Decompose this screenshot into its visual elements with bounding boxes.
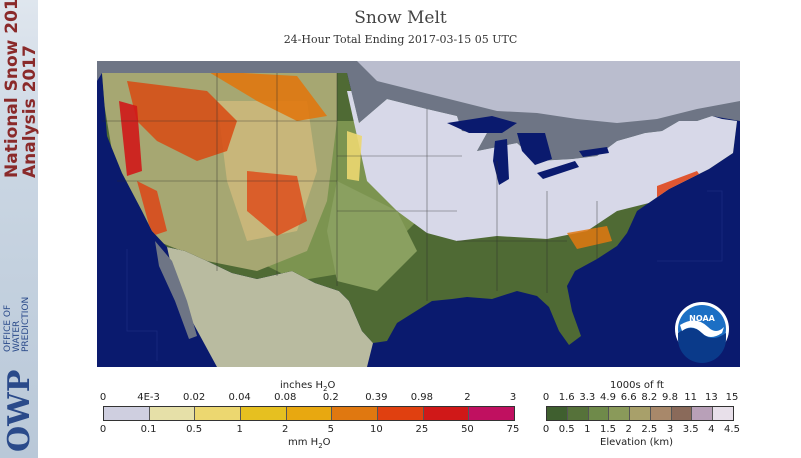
legend_elev-top-tick: 0 xyxy=(542,392,550,403)
precip-legend-bottom-title-sub: 2 xyxy=(318,442,323,450)
precip-legend-top-title: inches H2O xyxy=(280,380,335,393)
baja-peninsula xyxy=(155,241,197,339)
legend_elev-swatch xyxy=(588,407,610,420)
legend_elev-bottom-tick: 2.5 xyxy=(641,424,658,435)
legend_elev-swatch xyxy=(692,407,714,420)
sidebar: National Snow 2016- Analysis 2017 OFFICE… xyxy=(0,0,40,458)
legend_elev-bottom-tick: 4 xyxy=(708,424,715,435)
legend_precip-top-tick: 0.08 xyxy=(274,392,297,403)
legend_precip-top-tick: 0.02 xyxy=(182,392,206,403)
elev-legend-top-title: 1000s of ft xyxy=(610,380,664,391)
legend_elev-swatch xyxy=(567,407,589,420)
legend_precip-bottom-tick: 0.5 xyxy=(186,424,203,435)
legend_precip-top-tick: 2 xyxy=(464,392,471,403)
legend_precip-swatch xyxy=(378,407,424,420)
precip-legend-bottom-title-end: O xyxy=(322,437,331,448)
legend_elev-top-tick: 13 xyxy=(704,392,718,403)
noaa-logo-label: NOAA xyxy=(689,314,715,323)
legend_precip-bottom-tick: 0.1 xyxy=(140,424,157,435)
snow-melt-map: NOAA xyxy=(97,61,740,367)
legend_elev-bottom-tick: 1 xyxy=(584,424,591,435)
legend_precip-top-tick: 4E-3 xyxy=(137,392,160,403)
map-title: Snow Melt xyxy=(354,8,447,28)
legend_precip-top-tick: 0.39 xyxy=(365,392,388,403)
legend_elev-bottom-tick: 0.5 xyxy=(558,424,575,435)
canada-snow xyxy=(357,61,740,123)
legend_elev-top-tick: 3.3 xyxy=(579,392,596,403)
legend_precip-swatch xyxy=(149,407,196,420)
legend_precip-swatch xyxy=(104,407,150,420)
legend_elev-bottom-tick: 3.5 xyxy=(682,424,699,435)
lake-erie xyxy=(537,161,579,179)
legend_elev-top-tick: 1.6 xyxy=(558,392,575,403)
precip-legend-bottom-title-text: mm H xyxy=(288,437,319,448)
legend_elev-top-tick: 11 xyxy=(684,392,698,403)
legend_elev-bottom-tick: 3 xyxy=(666,424,674,435)
legend_elev-swatch xyxy=(630,407,651,420)
noaa-logo: NOAA xyxy=(675,302,729,363)
sidebar-org-name: OFFICE OF WATER PREDICTION xyxy=(3,296,31,352)
legend_elev-top-tick: 9.8 xyxy=(662,392,678,403)
lake-ontario xyxy=(579,147,609,157)
legend_precip-swatch xyxy=(195,407,242,420)
owp-logo: OWP xyxy=(2,369,37,452)
lake-huron xyxy=(517,133,552,165)
legend_precip-bottom-tick: 5 xyxy=(327,424,334,435)
legend_elev-bottom-tick: 4.5 xyxy=(724,424,740,435)
legend_elev-bottom-tick: 2 xyxy=(625,424,632,435)
precip-legend-top-title-text: inches H xyxy=(280,380,324,391)
legend_precip-bottom-tick: 0 xyxy=(99,424,107,435)
melt-cascades xyxy=(119,101,142,176)
precip-legend-color-bar xyxy=(103,406,515,421)
elev-legend-color-bar xyxy=(546,406,734,421)
precip-legend-top-title-end: O xyxy=(327,380,336,391)
legend_precip-swatch xyxy=(241,407,287,420)
legend_precip-top-tick: 3 xyxy=(509,392,517,403)
sidebar-title-line2: Analysis 2017 xyxy=(20,45,40,178)
state-borders xyxy=(102,73,598,301)
grid-edges xyxy=(126,190,723,361)
org-line3: PREDICTION xyxy=(21,296,31,352)
legend_precip-swatch xyxy=(469,407,515,420)
great-plains-strip xyxy=(327,181,417,291)
legend_precip-top-tick: 0.2 xyxy=(322,392,339,403)
melt-appalachian xyxy=(567,226,612,249)
lake-superior xyxy=(447,116,517,133)
legend_precip-bottom-tick: 75 xyxy=(506,424,520,435)
legend_precip-swatch xyxy=(423,407,470,420)
legend_elev-top-tick: 4.9 xyxy=(600,392,616,403)
mexico-landmass xyxy=(167,247,373,367)
legend_elev-top-tick: 15 xyxy=(725,392,739,403)
legend_elev-swatch xyxy=(713,407,734,420)
precip-legend-bottom-title: mm H2O xyxy=(288,437,331,450)
legend_precip-top-tick: 0.98 xyxy=(410,392,434,403)
legend_elev-top-tick: 6.6 xyxy=(620,392,637,403)
legend_elev-bottom-tick: 0 xyxy=(542,424,550,435)
legend_elev-swatch xyxy=(609,407,631,420)
melt-montana xyxy=(207,73,327,121)
legend_precip-bottom-tick: 25 xyxy=(415,424,429,435)
map-subtitle: 24-Hour Total Ending 2017-03-15 05 UTC xyxy=(283,33,518,46)
legend_elev-swatch xyxy=(671,407,693,420)
legend_elev-top-tick: 8.2 xyxy=(641,392,658,403)
melt-sierra xyxy=(137,181,167,236)
legend_precip-top-tick: 0 xyxy=(99,392,107,403)
legend_elev-swatch xyxy=(650,407,672,420)
precip-legend-top-title-sub: 2 xyxy=(323,385,328,393)
legend_precip-bottom-tick: 1 xyxy=(236,424,243,435)
legend_elev-swatch xyxy=(547,407,568,420)
elev-legend-bottom-title: Elevation (km) xyxy=(600,437,673,448)
legend_elev-bottom-tick: 1.5 xyxy=(600,424,616,435)
legend_precip-bottom-tick: 2 xyxy=(282,424,289,435)
legend_precip-swatch xyxy=(332,407,379,420)
legend_precip-bottom-tick: 50 xyxy=(461,424,474,435)
legend_precip-top-tick: 0.04 xyxy=(228,392,251,403)
legend_precip-bottom-tick: 10 xyxy=(369,424,383,435)
legend_precip-swatch xyxy=(286,407,333,420)
